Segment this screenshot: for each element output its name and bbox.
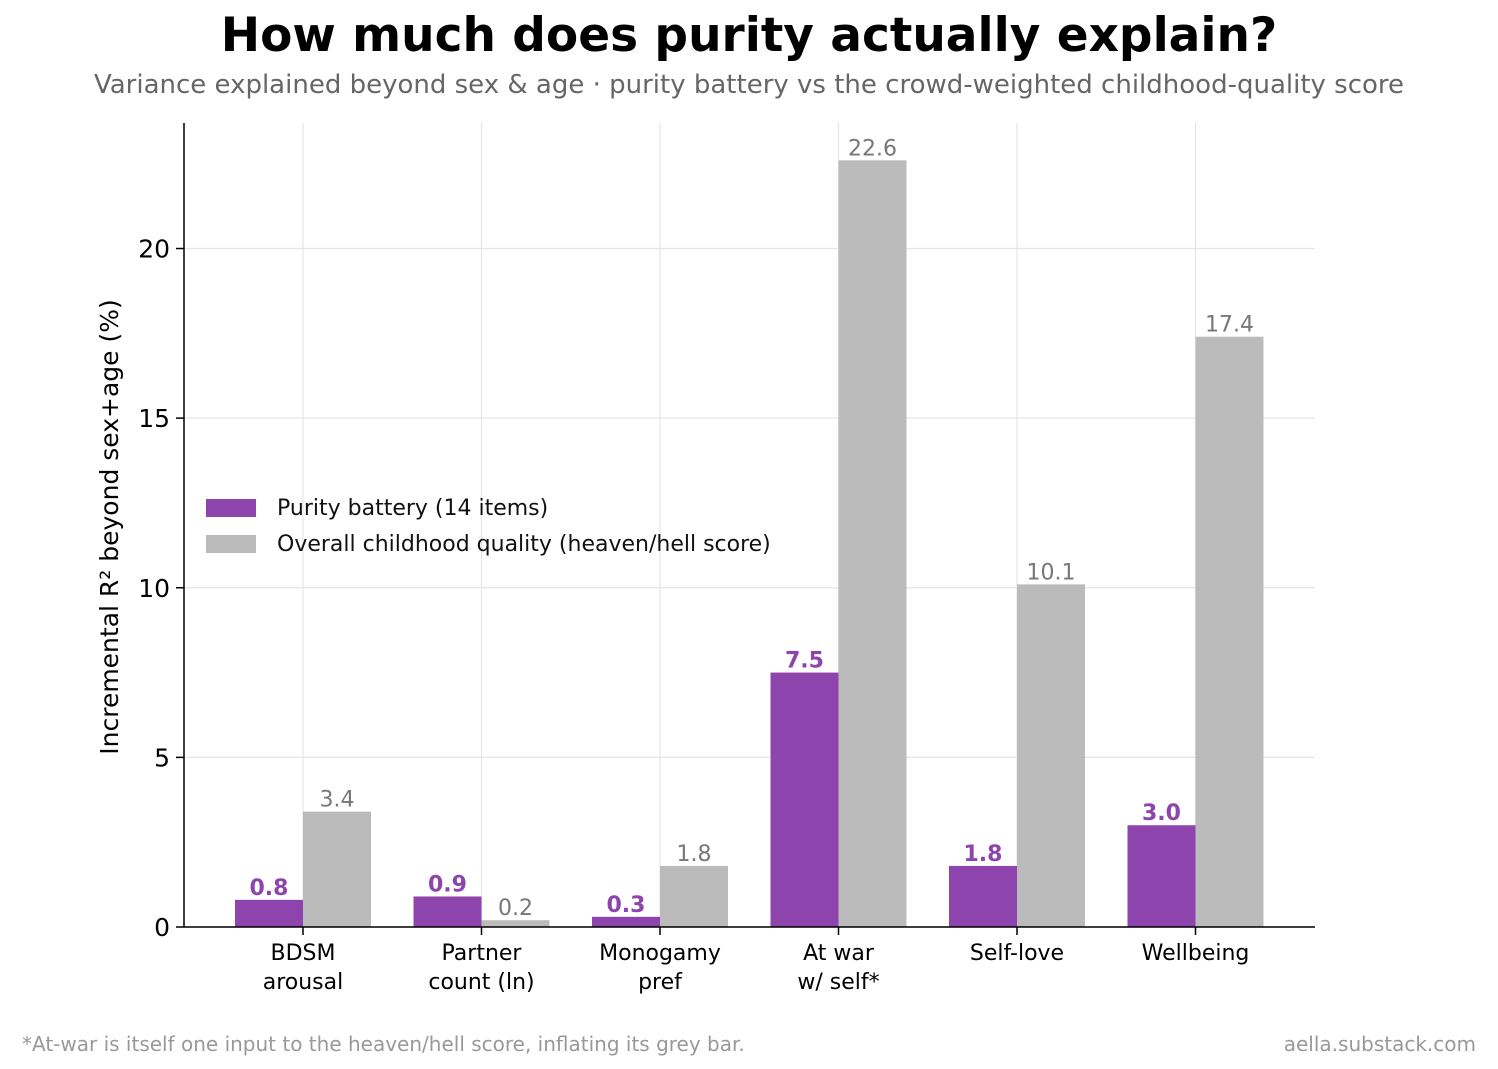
bar-purity bbox=[949, 865, 1017, 927]
x-tick-label: Monogamy pref bbox=[599, 941, 721, 995]
bar-childhood bbox=[303, 811, 371, 927]
legend-label-purity: Purity battery (14 items) bbox=[277, 495, 549, 521]
value-label-purity: 7.5 bbox=[785, 649, 824, 674]
bar-purity bbox=[413, 896, 482, 927]
x-tick-label: Partner count (ln) bbox=[428, 941, 534, 995]
value-label-childhood: 17.4 bbox=[1205, 313, 1254, 338]
value-label-childhood: 1.8 bbox=[677, 842, 712, 867]
chart-legend: Purity battery (14 items) Overall childh… bbox=[206, 490, 771, 562]
bar-purity bbox=[1127, 825, 1196, 927]
y-axis-title: Incremental R² beyond sex+age (%) bbox=[95, 299, 124, 755]
x-tick-label: Wellbeing bbox=[1142, 941, 1250, 966]
bar-childhood bbox=[838, 160, 907, 927]
legend-swatch-purity bbox=[206, 499, 256, 517]
value-label-purity: 0.9 bbox=[428, 872, 467, 897]
value-label-purity: 3.0 bbox=[1142, 801, 1181, 826]
y-tick-label: 15 bbox=[138, 404, 170, 433]
x-tick-label: Self-love bbox=[970, 941, 1064, 966]
bar-childhood bbox=[660, 865, 728, 927]
value-label-purity: 0.8 bbox=[250, 876, 289, 901]
bar-childhood bbox=[481, 920, 550, 927]
bar-childhood bbox=[1017, 584, 1085, 927]
footnote: *At-war is itself one input to the heave… bbox=[22, 1032, 745, 1056]
y-tick-label: 0 bbox=[154, 913, 170, 942]
legend-item-childhood: Overall childhood quality (heaven/hell s… bbox=[206, 526, 771, 562]
y-tick-label: 10 bbox=[138, 574, 170, 603]
legend-label-childhood: Overall childhood quality (heaven/hell s… bbox=[277, 531, 771, 557]
bar-purity bbox=[770, 672, 839, 927]
chart-title: How much does purity actually explain? bbox=[220, 8, 1278, 63]
value-label-childhood: 22.6 bbox=[848, 136, 897, 161]
value-label-purity: 1.8 bbox=[964, 842, 1003, 867]
value-label-childhood: 3.4 bbox=[320, 788, 355, 813]
x-tick-label: BDSM arousal bbox=[263, 941, 344, 995]
x-tick-label: At war w/ self* bbox=[797, 941, 879, 995]
bar-purity bbox=[235, 899, 303, 927]
value-label-childhood: 10.1 bbox=[1027, 560, 1076, 585]
bar-childhood bbox=[1195, 336, 1264, 927]
value-label-childhood: 0.2 bbox=[498, 896, 533, 921]
y-tick-label: 20 bbox=[138, 235, 170, 264]
bar-purity bbox=[592, 916, 660, 927]
source-credit: aella.substack.com bbox=[1283, 1032, 1476, 1056]
legend-item-purity: Purity battery (14 items) bbox=[206, 490, 771, 526]
legend-swatch-childhood bbox=[206, 535, 256, 553]
y-tick-label: 5 bbox=[154, 743, 170, 772]
chart-subtitle: Variance explained beyond sex & age · pu… bbox=[93, 70, 1405, 100]
value-label-purity: 0.3 bbox=[607, 893, 646, 918]
